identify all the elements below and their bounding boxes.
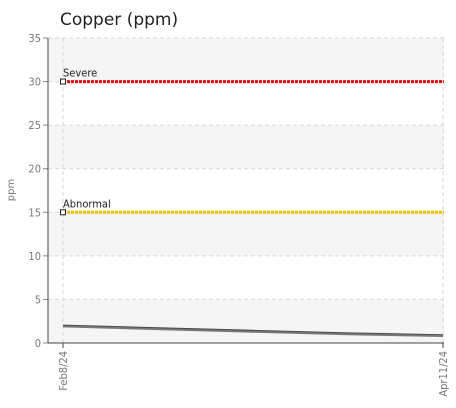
threshold-marker xyxy=(60,209,66,216)
plot-band xyxy=(48,212,444,256)
x-tick-labels: Feb8/24 Apr11/24 xyxy=(57,351,450,397)
y-tick-labels: 0 5 10 15 20 25 30 35 xyxy=(28,32,41,350)
threshold-marker xyxy=(60,78,66,85)
plot-band xyxy=(48,125,444,169)
threshold-label: Abnormal xyxy=(63,197,111,210)
plot-bands xyxy=(48,38,444,343)
plot-band xyxy=(48,38,444,82)
y-tick-label: 25 xyxy=(28,119,41,132)
y-axis-label: ppm xyxy=(6,179,17,201)
y-tick-label: 30 xyxy=(28,76,41,89)
y-tick-label: 0 xyxy=(35,337,41,350)
y-tick-label: 15 xyxy=(28,206,41,219)
y-tick-label: 5 xyxy=(35,293,41,306)
threshold-lines: Severe Abnormal xyxy=(60,67,444,216)
x-tick-label: Feb8/24 xyxy=(57,351,70,391)
threshold-label: Severe xyxy=(63,67,97,80)
plot-band xyxy=(48,299,444,343)
y-tick-label: 10 xyxy=(28,250,41,263)
series-line xyxy=(62,325,444,337)
x-tick-label: Apr11/24 xyxy=(437,351,450,397)
data-series xyxy=(62,324,444,337)
axes xyxy=(43,37,444,348)
y-tick-label: 35 xyxy=(28,32,41,45)
chart-title: Copper (ppm) xyxy=(60,10,178,30)
y-tick-label: 20 xyxy=(28,163,41,176)
